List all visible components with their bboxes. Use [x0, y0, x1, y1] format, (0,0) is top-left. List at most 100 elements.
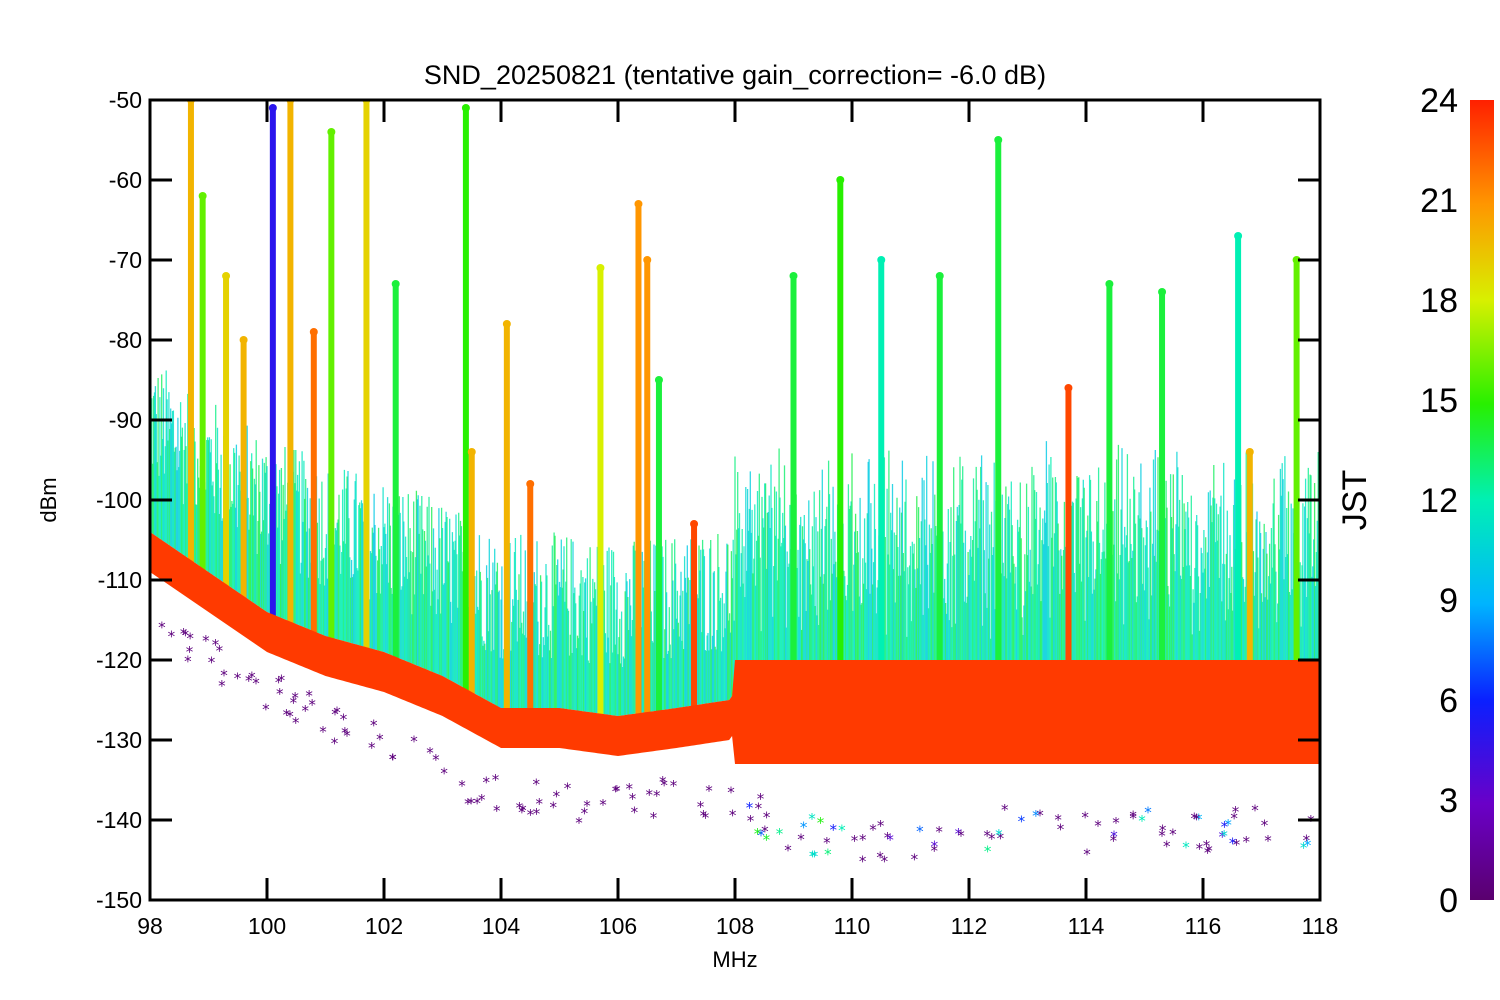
envelope-point: * — [1229, 835, 1237, 853]
envelope-point: * — [440, 765, 448, 783]
envelope-point: * — [535, 795, 543, 813]
envelope-point: * — [1138, 812, 1146, 830]
y-tick-label: -130 — [96, 727, 142, 753]
peak-point — [309, 328, 318, 336]
y-tick-label: -120 — [96, 647, 142, 673]
envelope-point: * — [613, 782, 621, 800]
envelope-point: * — [458, 777, 466, 795]
colorbar-tick-label: 0 — [1439, 882, 1458, 920]
peak-point — [836, 176, 845, 184]
envelope-point: * — [182, 627, 190, 645]
envelope-point: * — [1083, 846, 1091, 864]
envelope-point: * — [1243, 833, 1251, 851]
envelope-point: * — [202, 632, 210, 650]
envelope-point: * — [426, 744, 434, 762]
envelope-point: * — [599, 796, 607, 814]
envelope-point: * — [184, 652, 192, 670]
envelope-point: * — [220, 667, 228, 685]
envelope-point: * — [811, 848, 819, 866]
envelope-point: * — [533, 805, 541, 823]
peak-point — [690, 520, 699, 528]
envelope-point: * — [1110, 832, 1118, 850]
envelope-point: * — [376, 730, 384, 748]
envelope-point: * — [333, 704, 341, 722]
envelope-point: * — [935, 823, 943, 841]
colorbar-tick-label: 18 — [1420, 282, 1458, 320]
envelope-point: * — [410, 732, 418, 750]
y-tick-label: -90 — [109, 407, 142, 433]
envelope-point: * — [1195, 810, 1203, 828]
envelope-point: * — [755, 799, 763, 817]
envelope-point: * — [763, 831, 771, 849]
envelope-point: * — [881, 853, 889, 871]
envelope-point: * — [700, 807, 708, 825]
peak-point — [526, 480, 535, 488]
envelope-point: * — [784, 841, 792, 859]
x-tick-label: 106 — [599, 913, 637, 939]
envelope-point: * — [916, 823, 924, 841]
y-tick-label: -110 — [98, 567, 142, 593]
envelope-point: * — [983, 827, 991, 845]
peak-point — [935, 272, 944, 280]
y-tick-label: -140 — [96, 807, 142, 833]
envelope-point: * — [216, 642, 224, 660]
y-tick-label: -150 — [96, 887, 142, 913]
envelope-point: * — [473, 795, 481, 813]
envelope-point: * — [482, 774, 490, 792]
envelope-point: * — [1230, 810, 1238, 828]
x-tick-label: 112 — [951, 913, 988, 939]
envelope-point: * — [245, 672, 253, 690]
colorbar — [1470, 100, 1494, 900]
envelope-point: * — [763, 809, 771, 827]
envelope-point: * — [275, 674, 283, 692]
envelope-point: * — [1158, 827, 1166, 845]
envelope-point: * — [995, 826, 1003, 844]
envelope-point: * — [612, 783, 620, 801]
envelope-point: * — [1261, 817, 1269, 835]
envelope-point: * — [729, 807, 737, 825]
envelope-point: * — [286, 708, 294, 726]
x-tick-label: 104 — [482, 913, 521, 939]
envelope-point: * — [1110, 827, 1118, 845]
envelope-point: * — [823, 834, 831, 852]
envelope-point: * — [1251, 801, 1259, 819]
x-tick-label: 108 — [716, 913, 754, 939]
envelope-point: * — [824, 845, 832, 863]
colorbar-tick-label: 12 — [1420, 482, 1458, 520]
envelope-point: * — [262, 700, 270, 718]
peak-point — [1292, 256, 1301, 264]
peak-point — [1245, 448, 1254, 456]
peak-point — [239, 336, 248, 344]
peak-point — [391, 280, 400, 288]
envelope-point: * — [631, 804, 639, 822]
envelope-point: * — [478, 791, 486, 809]
noise-floor-band — [150, 532, 1320, 764]
envelope-point: * — [869, 821, 877, 839]
envelope-point: * — [1057, 821, 1065, 839]
envelope-point: * — [553, 787, 561, 805]
peak-point — [1234, 232, 1243, 240]
envelope-point: * — [653, 787, 661, 805]
colorbar-tick-label: 9 — [1439, 582, 1458, 620]
envelope-point: * — [180, 625, 188, 643]
peak-point — [461, 104, 470, 112]
colorbar-tick-label: 21 — [1420, 182, 1458, 220]
envelope-point: * — [168, 628, 176, 646]
envelope-point: * — [301, 702, 309, 720]
x-tick-label: 110 — [834, 913, 871, 939]
envelope-point: * — [278, 672, 286, 690]
x-tick-label: 116 — [1185, 913, 1222, 939]
minimum-envelope: ************************** **************… — [158, 619, 1315, 871]
envelope-point: * — [1193, 810, 1201, 828]
envelope-point: * — [646, 786, 654, 804]
envelope-point: * — [343, 727, 351, 745]
peak-point — [327, 128, 336, 136]
envelope-point: * — [389, 751, 397, 769]
envelope-point: * — [1220, 827, 1228, 845]
peak-point — [467, 448, 476, 456]
envelope-point: * — [319, 723, 327, 741]
envelope-point: * — [1233, 836, 1241, 854]
envelope-point: * — [527, 806, 535, 824]
y-tick-label: -100 — [96, 487, 142, 513]
envelope-point: * — [1205, 842, 1213, 860]
